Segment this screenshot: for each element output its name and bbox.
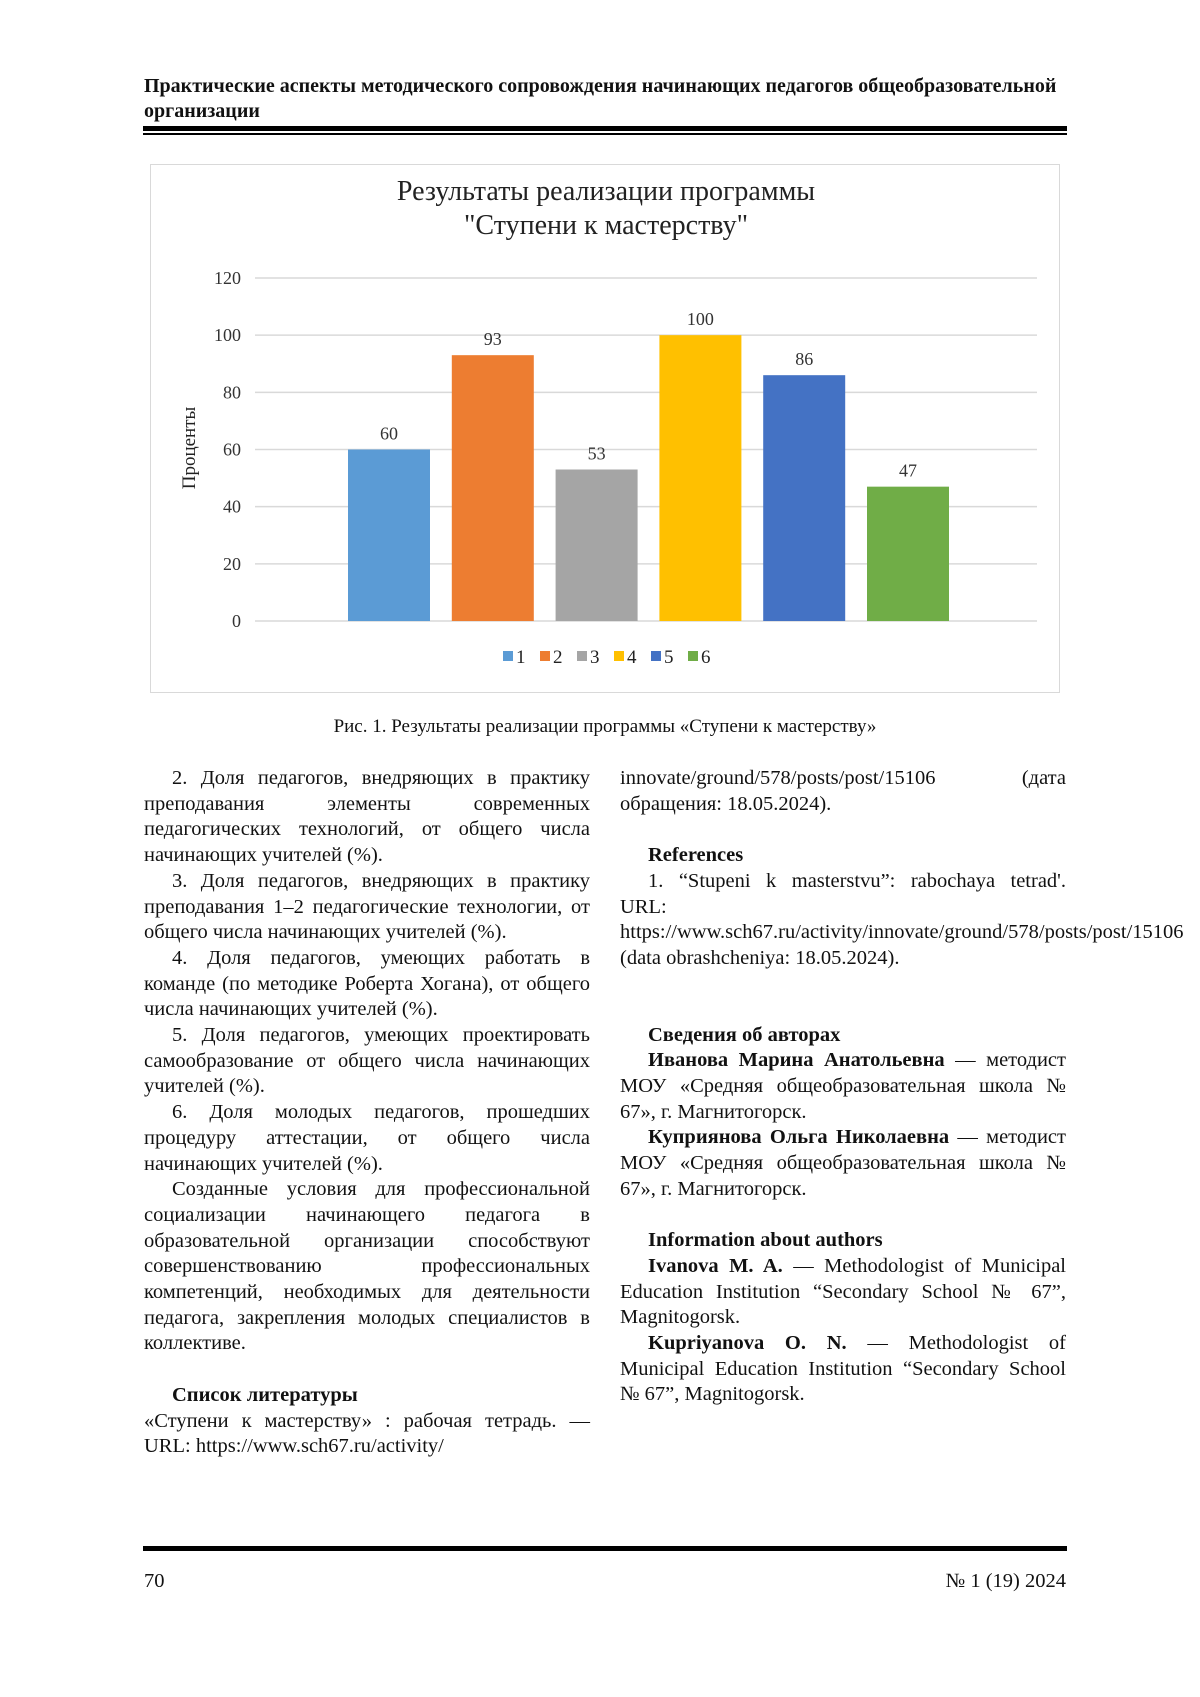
author-2: Куприянова Ольга Николаевна — методист М… — [620, 1125, 1066, 1202]
legend-swatch — [614, 651, 624, 661]
chart-svg: Результаты реализации программы "Ступени… — [179, 176, 1037, 668]
data-label: 100 — [687, 309, 714, 329]
conclusion-paragraph: Созданные условия для профессиональной с… — [144, 1178, 590, 1355]
author-2-name: Куприянова Ольга Николаевна — [648, 1126, 950, 1149]
info-heading: Information about authors — [648, 1229, 883, 1252]
page-number: 70 — [144, 1570, 165, 1592]
header-rule — [143, 126, 1067, 131]
bar-5 — [763, 375, 846, 621]
reference-entry: 1. “Stupeni k masterstvu”: rabochaya tet… — [620, 869, 1184, 969]
list-item: 2. Доля педагогов, внедряющих в практику… — [144, 767, 590, 867]
legend-swatch — [503, 651, 513, 661]
author-en-1-text: — Methodologist of Municipal Education I… — [620, 1254, 1066, 1329]
author-en-2-text: — Methodologist of Municipal Education I… — [620, 1332, 1066, 1406]
legend-swatch — [651, 651, 661, 661]
legend-label: 3 — [590, 647, 600, 668]
author-2-text: — методист МОУ «Средняя общеобразователь… — [620, 1126, 1066, 1200]
bar-2 — [451, 355, 534, 621]
literature-entry: «Ступени к мастерству» : рабочая тетрадь… — [144, 1409, 590, 1458]
legend-label: 2 — [553, 647, 563, 668]
y-axis-label: Проценты — [179, 406, 200, 489]
y-tick-label: 0 — [232, 611, 241, 631]
legend-label: 4 — [627, 647, 637, 668]
author-1-name: Иванова Марина Анатольевна — [648, 1049, 945, 1072]
bar-6 — [867, 486, 949, 621]
chart-title-line1: Результаты реализации программы — [397, 176, 815, 207]
left-column: 2. Доля педагогов, внедряющих в практику… — [144, 766, 590, 1460]
chart: Результаты реализации программы "Ступени… — [150, 164, 1060, 693]
list-item: 3. Доля педагогов, внедряющих в практику… — [144, 869, 590, 944]
data-label: 93 — [484, 329, 502, 349]
data-label: 47 — [899, 461, 917, 481]
data-label: 53 — [588, 444, 606, 464]
legend-label: 5 — [664, 647, 674, 668]
author-en-1: Ivanova M. A. — Methodologist of Municip… — [620, 1254, 1066, 1331]
authors-heading: Сведения об авторах — [648, 1023, 841, 1046]
literature-entry-continued: innovate/ground/578/posts/post/15106 (да… — [620, 767, 1066, 815]
data-label: 60 — [380, 424, 398, 444]
author-1: Иванова Марина Анатольевна — методист МО… — [620, 1048, 1066, 1125]
legend-swatch — [577, 651, 587, 661]
y-tick-label: 20 — [223, 554, 241, 574]
header-rule-thin — [143, 133, 1067, 135]
author-en-2: Kupriyanova O. N. — Methodologist of Mun… — [620, 1331, 1066, 1408]
literature-heading: Список литературы — [172, 1383, 358, 1406]
legend-label: 1 — [516, 647, 526, 668]
author-en-1-name: Ivanova M. A. — [648, 1254, 783, 1277]
y-tick-label: 120 — [214, 268, 241, 288]
legend-swatch — [688, 651, 698, 661]
legend-label: 6 — [701, 647, 711, 668]
issue-number: № 1 (19) 2024 — [945, 1570, 1066, 1592]
y-tick-label: 60 — [223, 440, 241, 460]
references-heading: References — [648, 844, 744, 867]
y-tick-label: 80 — [223, 382, 241, 402]
author-1-text: — методист МОУ «Средняя общеобразователь… — [620, 1049, 1066, 1123]
footer-rule — [143, 1546, 1067, 1551]
list-item: 4. Доля педагогов, умеющих работать в ко… — [144, 946, 590, 1021]
right-column: innovate/ground/578/posts/post/15106 (да… — [620, 766, 1184, 1408]
figure-caption: Рис. 1. Результаты реализации программы … — [333, 716, 877, 737]
list-item: 5. Доля педагогов, умеющих проектировать… — [144, 1024, 590, 1098]
author-en-2-name: Kupriyanova O. N. — [648, 1332, 847, 1355]
y-tick-label: 100 — [214, 325, 241, 345]
chart-title-line2: "Ступени к мастерству" — [464, 210, 748, 241]
bar-3 — [555, 469, 638, 621]
data-label: 86 — [795, 349, 813, 369]
bar-1 — [348, 449, 430, 621]
running-header: Практические аспекты методического сопро… — [144, 75, 1057, 122]
list-item: 6. Доля молодых педагогов, прошедших про… — [144, 1101, 590, 1175]
legend-swatch — [540, 651, 550, 661]
y-tick-label: 40 — [223, 497, 241, 517]
bar-4 — [659, 335, 742, 621]
